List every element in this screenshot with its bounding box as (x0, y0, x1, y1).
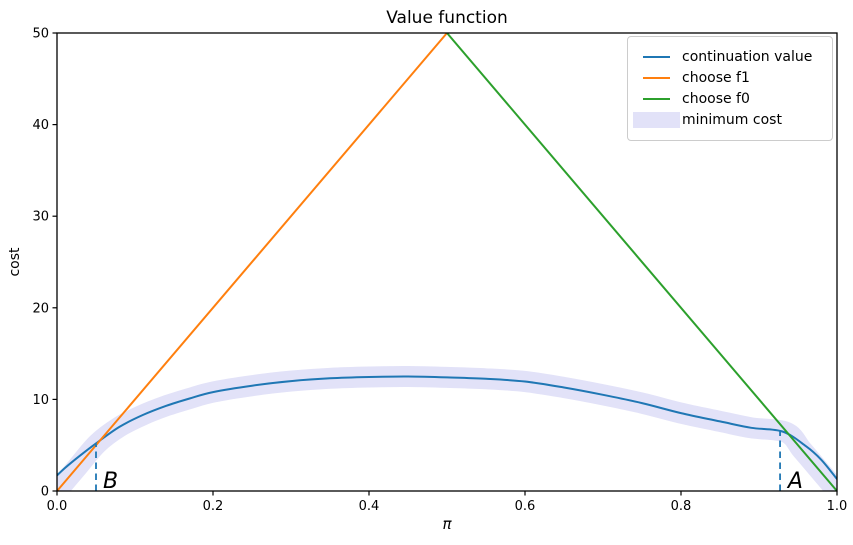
choose-f1-swatch (643, 76, 670, 79)
plot-area (57, 33, 837, 491)
legend: continuation value choose f1 choose f0 mini… (627, 36, 833, 141)
legend-item-choose-f1: choose f1 (628, 67, 826, 88)
choose-f0-swatch (643, 97, 670, 100)
choose-f1-line (57, 33, 448, 491)
minimum-cost-label: minimum cost (682, 111, 782, 128)
axes-layer: 0.0 0.2 0.4 0.6 0.8 1.0 0 10 20 30 40 50 (32, 27, 847, 515)
legend-item-continuation-value: continuation value (628, 46, 826, 67)
annotation-b: B (103, 469, 118, 494)
continuation-value-line (57, 375, 837, 480)
x-tick-label: 0.0 (47, 499, 68, 514)
x-tick-label: 0.6 (515, 499, 536, 514)
y-tick-label: 10 (32, 393, 49, 408)
legend-item-minimum-cost: minimum cost (628, 109, 826, 130)
y-tick-label: 20 (32, 301, 49, 316)
legend-item-choose-f0: choose f0 (628, 88, 826, 109)
y-axis-label: cost (7, 247, 23, 277)
annotation-a: A (786, 469, 803, 494)
y-tick-label: 0 (41, 485, 49, 500)
legend-swatch-box (628, 97, 682, 100)
y-tick-label: 30 (32, 210, 49, 225)
x-axis-label: π (442, 515, 452, 533)
chart-title: Value function (386, 8, 508, 28)
y-tick-label: 50 (32, 27, 49, 42)
x-tick-label: 0.4 (359, 499, 380, 514)
legend-swatch-box (628, 111, 682, 128)
x-tick-label: 1.0 (827, 499, 848, 514)
legend-swatch-box (628, 55, 682, 58)
threshold-lines-layer (95, 431, 781, 491)
choose-f0-line (446, 33, 837, 491)
choose-f0-label: choose f0 (682, 90, 750, 107)
plot-spines (56, 32, 838, 492)
choose-f1-label: choose f1 (682, 69, 750, 86)
x-tick-label: 0.8 (671, 499, 692, 514)
x-tick-label: 0.2 (203, 499, 224, 514)
legend-swatch-box (628, 76, 682, 79)
minimum-cost-band (57, 365, 837, 491)
minimum-cost-swatch (633, 111, 680, 128)
continuation-value-label: continuation value (682, 48, 813, 65)
continuation-value-swatch (643, 55, 670, 58)
y-tick-label: 40 (32, 118, 49, 133)
